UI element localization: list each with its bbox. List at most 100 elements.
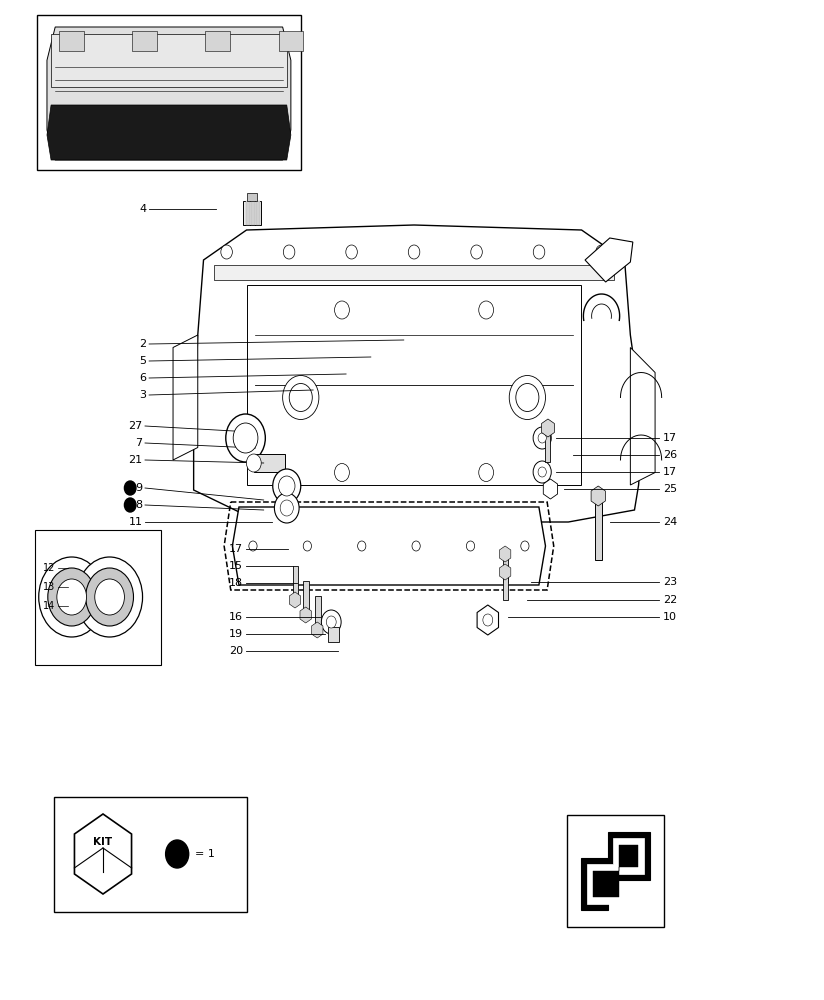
Circle shape [471,245,482,259]
Polygon shape [591,486,606,506]
Circle shape [533,245,545,259]
Text: 7: 7 [135,438,143,448]
Circle shape [39,557,105,637]
Bar [243,201,261,225]
Polygon shape [47,27,291,160]
Text: 2: 2 [139,339,147,349]
Bar [503,556,508,582]
Circle shape [283,375,319,420]
Circle shape [516,383,539,412]
Circle shape [335,464,349,482]
Circle shape [249,541,257,551]
Text: 21: 21 [129,455,143,465]
Polygon shape [499,546,511,562]
Polygon shape [74,814,132,894]
Circle shape [466,541,475,551]
Circle shape [538,433,546,443]
Text: 17: 17 [663,467,677,477]
Circle shape [77,557,143,637]
Circle shape [57,579,87,615]
Circle shape [279,476,295,496]
Bar [279,31,303,51]
Text: 16: 16 [229,612,243,622]
Circle shape [596,245,607,259]
Text: 15: 15 [229,561,243,571]
Text: KIT: KIT [93,837,113,847]
Text: 9: 9 [135,483,143,493]
Text: 27: 27 [129,421,143,431]
Bar [214,265,614,280]
Text: = 1: = 1 [195,849,215,859]
Circle shape [538,467,546,477]
Bar [256,201,260,225]
Text: 8: 8 [135,500,143,510]
Text: 17: 17 [663,433,677,443]
Text: 25: 25 [663,484,677,494]
Bar [37,15,301,170]
Circle shape [246,454,261,472]
Circle shape [533,461,551,483]
Polygon shape [173,335,198,460]
Text: 14: 14 [43,601,55,611]
Circle shape [533,427,551,449]
Circle shape [226,414,265,462]
Circle shape [95,579,124,615]
Text: 6: 6 [140,373,147,383]
Text: 24: 24 [663,517,677,527]
Polygon shape [300,607,311,623]
Circle shape [303,541,311,551]
Circle shape [509,375,545,420]
Text: 4: 4 [139,204,147,214]
Bar [503,574,508,600]
Polygon shape [499,564,511,580]
Text: 5: 5 [140,356,147,366]
Bar [247,285,581,485]
Circle shape [483,614,493,626]
Text: 3: 3 [140,390,147,400]
Circle shape [479,301,494,319]
Circle shape [346,245,358,259]
Polygon shape [232,507,545,585]
Bar [133,31,157,51]
Circle shape [280,500,293,516]
Bar [328,627,339,642]
Polygon shape [289,592,301,608]
Circle shape [321,610,341,634]
Polygon shape [587,838,644,904]
Bar [246,201,250,225]
Polygon shape [47,105,291,160]
Circle shape [124,498,136,512]
Polygon shape [582,832,649,910]
Bar [59,31,84,51]
Circle shape [289,383,312,412]
Bar [254,454,285,472]
Circle shape [48,568,96,626]
Circle shape [221,245,232,259]
Circle shape [521,541,529,551]
Bar [595,500,602,560]
Text: 11: 11 [129,517,143,527]
Text: 18: 18 [229,578,243,588]
Text: 19: 19 [229,629,243,639]
Circle shape [358,541,366,551]
Polygon shape [194,225,643,522]
Circle shape [326,616,336,628]
Circle shape [408,245,419,259]
Bar [315,596,321,630]
Text: 23: 23 [663,577,677,587]
Circle shape [124,481,136,495]
Bar [247,193,257,201]
Circle shape [274,493,299,523]
Bar [205,31,230,51]
Polygon shape [543,479,558,499]
Polygon shape [585,238,633,282]
Text: 13: 13 [43,582,55,592]
Polygon shape [477,605,499,635]
Circle shape [412,541,420,551]
Bar [51,34,287,87]
Text: 12: 12 [43,563,55,573]
Polygon shape [592,845,639,897]
Bar [293,566,298,600]
Bar [303,581,309,615]
Circle shape [86,568,133,626]
